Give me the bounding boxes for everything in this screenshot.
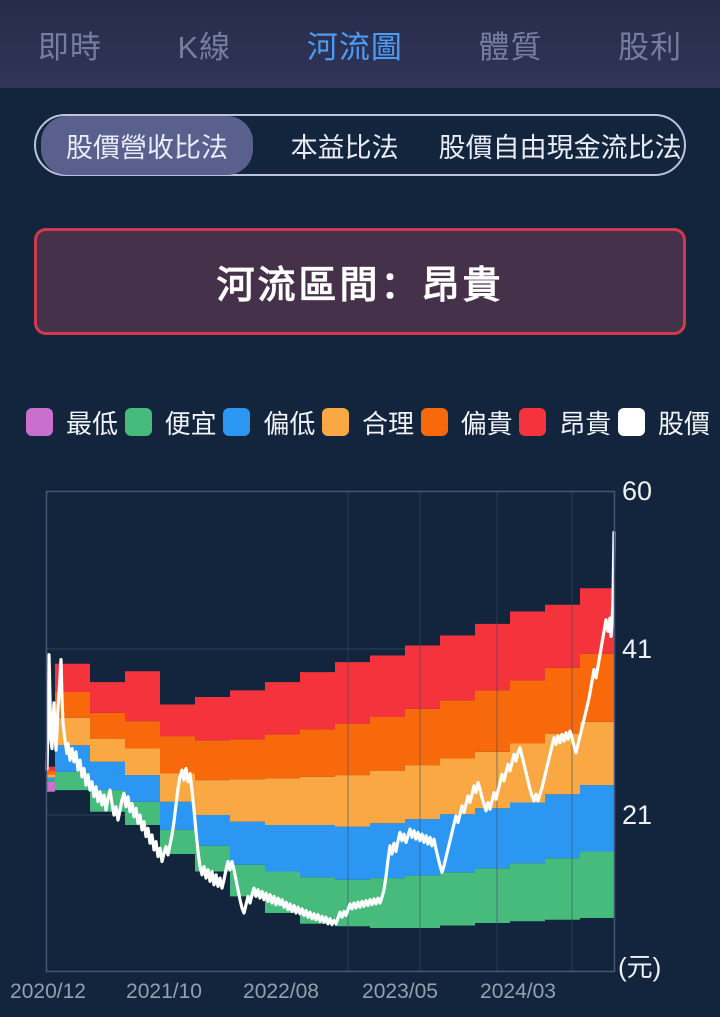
- nav-item-realtime[interactable]: 即時: [37, 29, 102, 65]
- top-nav: 即時 K線 河流圖 體質 股利: [0, 0, 720, 88]
- legend-label: 偏貴: [460, 408, 513, 439]
- legend-label: 最低: [66, 408, 119, 439]
- legend-item-fair[interactable]: 合理: [321, 404, 414, 441]
- nav-item-fundamentals[interactable]: 體質: [478, 29, 543, 65]
- legend-item-price[interactable]: 股價: [617, 404, 710, 441]
- legend-swatch-expensive: [519, 408, 547, 436]
- legend-item-low[interactable]: 偏低: [223, 404, 315, 441]
- nav-item-dividend[interactable]: 股利: [618, 29, 683, 65]
- river-zone-banner: 河流區間：昂貴: [34, 228, 686, 335]
- legend-swatch-lowest: [26, 408, 53, 436]
- legend-item-pricey[interactable]: 偏貴: [420, 404, 513, 441]
- river-chart[interactable]: 60 41 21 2020/12 2021/10 2022/08 2023/05 2024/0…: [0, 460, 720, 1017]
- chart-legend: 最低 便宜 偏低 合理 偏貴 昂貴 股價: [26, 398, 710, 446]
- y-axis-unit-label: (元): [618, 952, 662, 982]
- method-tabbar: 股價營收比法 本益比法 股價自由現金流比法: [34, 114, 686, 176]
- x-axis-tick-label: 2020/12: [10, 980, 86, 1003]
- legend-label: 昂貴: [559, 408, 612, 439]
- legend-swatch-price: [617, 408, 645, 436]
- river-chart-svg: [45, 490, 616, 973]
- legend-item-cheap[interactable]: 便宜: [124, 404, 217, 441]
- y-axis-tick-label: 60: [622, 476, 653, 506]
- legend-swatch-fair: [321, 408, 349, 436]
- nav-item-river-chart[interactable]: 河流圖: [306, 29, 403, 65]
- y-axis-tick-label: 41: [622, 633, 653, 664]
- legend-label: 便宜: [164, 408, 217, 439]
- legend-swatch-low: [223, 408, 251, 436]
- legend-label: 合理: [361, 408, 414, 439]
- nav-item-kline[interactable]: K線: [177, 29, 232, 65]
- tab-price-fcf-ratio[interactable]: 股價自由現金流比法: [438, 132, 682, 163]
- tab-price-sales-ratio[interactable]: 股價營收比法: [41, 115, 253, 175]
- legend-swatch-cheap: [124, 408, 152, 436]
- y-axis-tick-label: 21: [622, 799, 653, 830]
- x-axis-tick-label: 2022/08: [243, 980, 319, 1003]
- river-zone-text: 河流區間：昂貴: [216, 265, 504, 307]
- x-axis-tick-label: 2023/05: [362, 980, 438, 1003]
- legend-item-lowest[interactable]: 最低: [26, 404, 118, 441]
- legend-label: 偏低: [263, 408, 316, 439]
- legend-item-expensive[interactable]: 昂貴: [519, 404, 611, 441]
- legend-label: 股價: [657, 408, 710, 439]
- legend-swatch-pricey: [420, 408, 448, 436]
- tab-pe-ratio[interactable]: 本益比法: [290, 132, 399, 163]
- x-axis-tick-label: 2021/10: [126, 980, 202, 1003]
- x-axis-tick-label: 2024/03: [480, 980, 556, 1003]
